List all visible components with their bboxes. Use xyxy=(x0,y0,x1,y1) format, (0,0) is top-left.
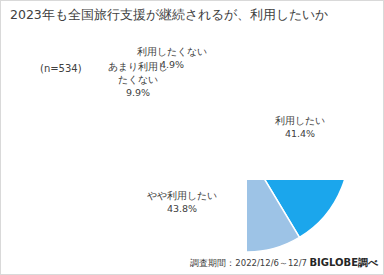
category-label-line: やや利用したい xyxy=(147,190,217,201)
title: 2023年も全国旅行支援が継続されるが、利用したいか xyxy=(10,7,328,22)
category-label: 利用したくない xyxy=(137,46,207,57)
survey-period: 調査期間：2022/12/6～12/7 xyxy=(190,258,307,268)
pie xyxy=(247,180,349,252)
category-label-line: 利用したい xyxy=(275,115,325,126)
chart: 2023年も全国旅行支援が継続されるが、利用したいか (n=534) 利用したい 41… xyxy=(0,0,384,275)
value-label: 4.9% xyxy=(160,59,184,70)
category-label: やや利用したい xyxy=(147,190,217,201)
value-label: 9.9% xyxy=(126,87,150,98)
frame xyxy=(1,1,384,275)
source: BIGLOBE調べ xyxy=(309,257,379,268)
value-label: 43.8% xyxy=(167,203,197,214)
slice xyxy=(247,180,299,252)
value-label: 41.4% xyxy=(285,128,315,139)
category-label-line: 利用したくない xyxy=(137,46,207,57)
subtitle: (n=534) xyxy=(40,63,82,74)
category-label-line: たくない xyxy=(118,74,158,85)
category-label: 利用したい xyxy=(275,115,325,126)
